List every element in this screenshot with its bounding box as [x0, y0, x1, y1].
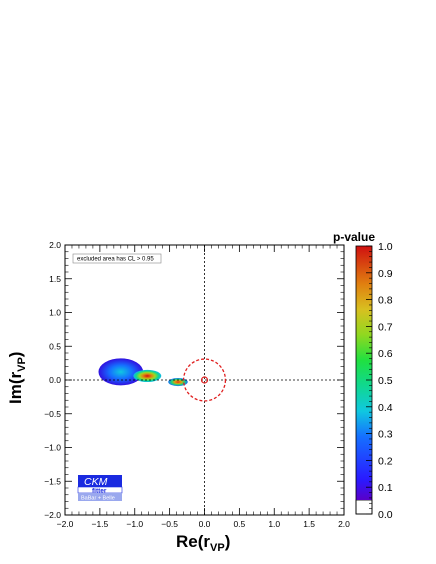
x-tick-label: 0.0: [199, 519, 211, 529]
y-axis-ticks: −2.0 −1.5 −1.0 −0.5 0.0 0.5 1.0 1.5 2.0: [44, 240, 344, 520]
logo-main-bg: [78, 475, 122, 487]
colorbar-gradient: [356, 246, 372, 500]
x-axis-title: Re(rVP): [176, 532, 230, 554]
annotation-box: excluded area has CL > 0.95: [72, 253, 162, 264]
x-tick-label: −0.5: [161, 519, 178, 529]
annotation-text: excluded area has CL > 0.95: [77, 257, 154, 263]
region-2: [133, 369, 162, 383]
logo-tag-bg: [78, 493, 122, 501]
y-tick-label: −0.5: [44, 409, 61, 419]
excluded-regions: [98, 358, 188, 387]
region-3: [168, 377, 188, 387]
colorbar-tick-label: 0.2: [378, 455, 393, 467]
colorbar-zero-cell: [355, 499, 373, 515]
x-tick-label: 1.0: [268, 519, 280, 529]
colorbar-tick-label: 1.0: [378, 241, 393, 253]
colorbar-tick-label: 0.8: [378, 295, 393, 307]
y-tick-label: 0.0: [49, 375, 61, 385]
y-tick-label: 1.0: [49, 308, 61, 318]
y-tick-label: −1.0: [44, 443, 61, 453]
x-tick-label: 1.5: [303, 519, 315, 529]
y-tick-label: 1.5: [49, 274, 61, 284]
region-1: [98, 358, 144, 386]
colorbar-tick-label: 0.3: [378, 429, 393, 441]
reference-point: [200, 376, 209, 384]
y-tick-label: 0.5: [49, 341, 61, 351]
x-tick-label: −2.0: [57, 519, 74, 529]
ckmfitter-logo: CKM fitter BaBar + Belle: [77, 475, 123, 502]
y-tick-label: −2.0: [44, 510, 61, 520]
x-tick-label: 0.5: [233, 519, 245, 529]
reference-lines: [65, 245, 344, 515]
colorbar-tick-label: 0.7: [378, 321, 393, 333]
colorbar-ticks: 0.0 0.1 0.2 0.3 0.4 0.5 0.6 0.7 0.8 0.9 1.0: [366, 241, 393, 521]
x-tick-label: 2.0: [338, 519, 350, 529]
colorbar-title: p-value: [333, 230, 375, 244]
y-axis-title: Im(rVP): [6, 352, 28, 404]
reference-circle: [182, 358, 227, 402]
colorbar-tick-label: 0.5: [378, 375, 393, 387]
x-tick-label: −1.5: [91, 519, 108, 529]
logo-sub-text: fitter: [92, 488, 107, 495]
colorbar-tick-label: 0.1: [378, 482, 393, 494]
x-axis-ticks: −2.0 −1.5 −1.0 −0.5 0.0 0.5 1.0 1.5 2.0: [57, 245, 350, 529]
logo-tag-text: BaBar + Belle: [81, 496, 115, 502]
logo-main-text: CKM: [84, 476, 108, 488]
colorbar: p-value 0.0 0.1 0.2 0.3 0.4 0.5 0.6 0.7 0.8 0.9 1.…: [333, 230, 393, 521]
colorbar-tick-label: 0.0: [378, 509, 393, 521]
y-tick-label: −1.5: [44, 476, 61, 486]
y-tick-label: 2.0: [49, 240, 61, 250]
colorbar-tick-label: 0.6: [378, 348, 393, 360]
x-tick-label: −1.0: [126, 519, 143, 529]
colorbar-tick-label: 0.4: [378, 402, 393, 414]
colorbar-tick-label: 0.9: [378, 268, 393, 280]
